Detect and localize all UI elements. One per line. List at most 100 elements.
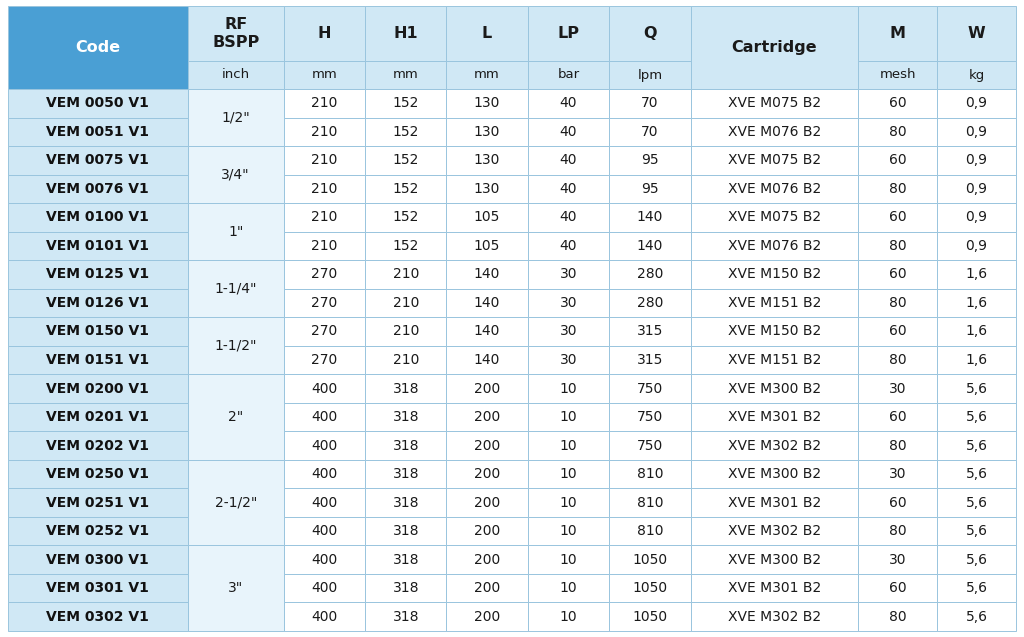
Text: 70: 70 — [641, 96, 658, 110]
Text: 210: 210 — [311, 154, 338, 168]
Text: 0,9: 0,9 — [966, 125, 987, 139]
Bar — [609, 260, 690, 289]
Bar — [446, 460, 527, 489]
Bar — [858, 375, 937, 403]
Text: 200: 200 — [474, 610, 501, 624]
Text: 152: 152 — [392, 154, 419, 168]
Text: XVE M150 B2: XVE M150 B2 — [728, 268, 821, 282]
Text: 200: 200 — [474, 439, 501, 452]
Bar — [609, 146, 690, 175]
Text: 60: 60 — [889, 410, 906, 424]
Bar — [690, 289, 858, 317]
Bar — [446, 61, 527, 89]
Bar — [527, 61, 609, 89]
Text: 30: 30 — [889, 382, 906, 396]
Bar — [8, 260, 187, 289]
Text: 1,6: 1,6 — [966, 268, 987, 282]
Text: VEM 0150 V1: VEM 0150 V1 — [46, 324, 150, 338]
Text: 140: 140 — [474, 268, 501, 282]
Text: 140: 140 — [637, 210, 663, 224]
Bar — [690, 6, 858, 89]
Text: H: H — [317, 26, 331, 41]
Bar — [365, 289, 446, 317]
Bar — [690, 375, 858, 403]
Text: 810: 810 — [637, 524, 664, 538]
Bar — [690, 517, 858, 545]
Text: 315: 315 — [637, 324, 663, 338]
Text: 2-1/2": 2-1/2" — [214, 496, 257, 510]
Text: 152: 152 — [392, 125, 419, 139]
Bar — [858, 203, 937, 232]
Text: XVE M302 B2: XVE M302 B2 — [728, 610, 821, 624]
Text: 60: 60 — [889, 154, 906, 168]
Bar — [527, 6, 609, 61]
Bar — [527, 517, 609, 545]
Text: 130: 130 — [474, 154, 501, 168]
Text: 10: 10 — [560, 553, 578, 567]
Bar — [690, 431, 858, 460]
Bar — [858, 289, 937, 317]
Bar — [609, 460, 690, 489]
Text: 400: 400 — [311, 439, 338, 452]
Text: XVE M150 B2: XVE M150 B2 — [728, 324, 821, 338]
Bar — [527, 260, 609, 289]
Bar — [609, 517, 690, 545]
Text: 5,6: 5,6 — [966, 553, 987, 567]
Text: 810: 810 — [637, 467, 664, 481]
Text: 400: 400 — [311, 581, 338, 595]
Bar — [937, 545, 1016, 574]
Bar — [8, 403, 187, 431]
Bar — [609, 375, 690, 403]
Bar — [937, 603, 1016, 631]
Text: 318: 318 — [392, 439, 419, 452]
Bar — [284, 545, 365, 574]
Text: 0,9: 0,9 — [966, 210, 987, 224]
Bar — [527, 289, 609, 317]
Bar — [609, 289, 690, 317]
Text: 10: 10 — [560, 467, 578, 481]
Text: 130: 130 — [474, 182, 501, 196]
Bar — [937, 460, 1016, 489]
Bar — [446, 346, 527, 375]
Text: 140: 140 — [474, 296, 501, 310]
Bar — [609, 403, 690, 431]
Text: 5,6: 5,6 — [966, 410, 987, 424]
Bar — [609, 175, 690, 203]
Text: 152: 152 — [392, 210, 419, 224]
Text: 318: 318 — [392, 610, 419, 624]
Text: 400: 400 — [311, 524, 338, 538]
Text: 210: 210 — [392, 296, 419, 310]
Text: 210: 210 — [311, 239, 338, 253]
Text: XVE M076 B2: XVE M076 B2 — [728, 239, 821, 253]
Text: XVE M151 B2: XVE M151 B2 — [728, 296, 821, 310]
Text: mm: mm — [393, 69, 419, 82]
Bar — [937, 260, 1016, 289]
Text: 60: 60 — [889, 96, 906, 110]
Text: 140: 140 — [474, 324, 501, 338]
Bar — [284, 203, 365, 232]
Bar — [527, 89, 609, 117]
Text: VEM 0202 V1: VEM 0202 V1 — [46, 439, 150, 452]
Bar — [365, 375, 446, 403]
Text: L: L — [482, 26, 493, 41]
Text: LP: LP — [557, 26, 580, 41]
Text: 210: 210 — [311, 210, 338, 224]
Bar — [284, 317, 365, 346]
Bar — [446, 603, 527, 631]
Bar — [527, 346, 609, 375]
Bar — [937, 375, 1016, 403]
Text: 5,6: 5,6 — [966, 581, 987, 595]
Bar — [8, 317, 187, 346]
Bar — [365, 203, 446, 232]
Text: 270: 270 — [311, 268, 338, 282]
Bar — [187, 89, 284, 146]
Bar — [858, 6, 937, 61]
Text: 318: 318 — [392, 410, 419, 424]
Bar — [609, 6, 690, 61]
Bar — [937, 61, 1016, 89]
Text: 70: 70 — [641, 125, 658, 139]
Text: 5,6: 5,6 — [966, 439, 987, 452]
Text: 152: 152 — [392, 239, 419, 253]
Text: XVE M301 B2: XVE M301 B2 — [728, 581, 821, 595]
Text: 140: 140 — [474, 353, 501, 367]
